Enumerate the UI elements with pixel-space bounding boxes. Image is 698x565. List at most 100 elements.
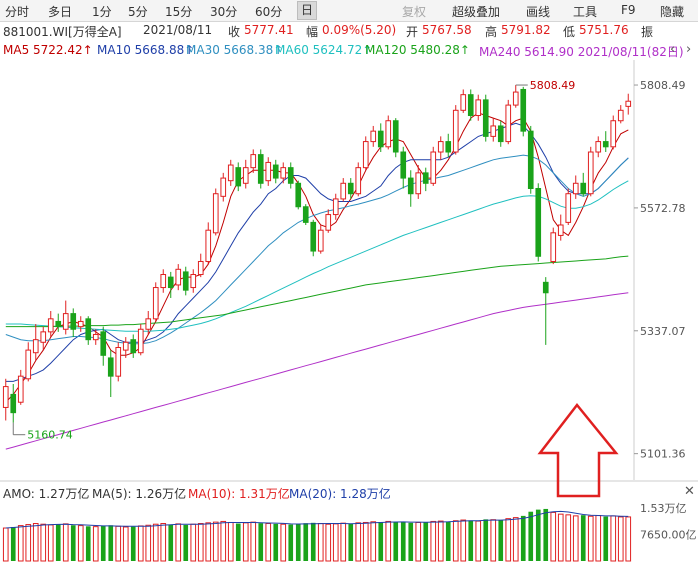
volume-bar bbox=[122, 526, 129, 562]
tab-timeshare[interactable]: 分时 bbox=[5, 5, 30, 19]
volume-bar bbox=[258, 523, 264, 561]
volume-bar bbox=[415, 521, 422, 562]
candle-body bbox=[625, 100, 632, 107]
adjust-button[interactable]: 复权 bbox=[402, 5, 427, 19]
volume-bar bbox=[437, 520, 444, 562]
tab-1min[interactable]: 1分 bbox=[92, 5, 112, 19]
candle-body bbox=[190, 274, 197, 289]
close-value: 5777.41 bbox=[244, 23, 294, 37]
tab-60min[interactable]: 60分 bbox=[255, 5, 283, 19]
volume-bar bbox=[332, 523, 339, 562]
volume-bar bbox=[520, 515, 526, 561]
tab-daily[interactable]: 日 bbox=[297, 1, 318, 20]
ma10-legend: MA10 5668.88↑ bbox=[97, 43, 195, 57]
candle-body bbox=[392, 120, 399, 153]
f9-button[interactable]: F9 bbox=[621, 3, 636, 17]
volume-bar bbox=[452, 520, 459, 562]
candle-body bbox=[197, 260, 204, 276]
candle-body bbox=[407, 177, 414, 195]
candle-body bbox=[220, 177, 227, 197]
volume-bar bbox=[385, 520, 392, 562]
ma30-legend: MA30 5668.38↑ bbox=[186, 43, 284, 57]
volume-axis: 1.53万亿 7650.00亿 bbox=[640, 502, 697, 542]
volume-bar bbox=[175, 523, 182, 562]
candle-body bbox=[280, 167, 287, 179]
candle-body bbox=[467, 94, 474, 117]
candle-body bbox=[535, 188, 542, 257]
volume-bar bbox=[325, 523, 332, 562]
ma10-line bbox=[5, 122, 629, 382]
candle-body bbox=[347, 182, 354, 195]
candle-body bbox=[265, 161, 272, 182]
tools-button[interactable]: 工具 bbox=[573, 5, 598, 19]
candle-body bbox=[32, 339, 39, 354]
volume-bar bbox=[168, 524, 174, 561]
volume-bar bbox=[603, 516, 609, 561]
volume-bar bbox=[197, 523, 204, 562]
hide-button[interactable]: 隐藏 bbox=[660, 5, 685, 19]
vol-ma10-label: MA(10): 1.31万亿 bbox=[188, 487, 290, 501]
ma120-line bbox=[5, 255, 629, 328]
candle-body bbox=[340, 182, 347, 200]
ma-legend-row: MA5 5722.42↑ MA10 5668.88↑ MA30 5668.38↑… bbox=[0, 43, 698, 59]
security-code: 881001.WI[万得全A] bbox=[3, 25, 122, 39]
candle-body bbox=[227, 164, 234, 182]
grid-lines bbox=[0, 60, 698, 482]
tab-15min[interactable]: 15分 bbox=[165, 5, 193, 19]
tab-multiday[interactable]: 多日 bbox=[48, 5, 73, 19]
candle-body bbox=[40, 331, 47, 343]
volume-bar bbox=[475, 520, 482, 562]
low-value: 5751.76 bbox=[579, 23, 629, 37]
candle-body bbox=[85, 318, 92, 341]
candle-body bbox=[595, 141, 602, 153]
candle-body bbox=[62, 313, 69, 330]
candle-body bbox=[25, 349, 32, 380]
volume-bar bbox=[483, 519, 489, 561]
open-value: 5767.58 bbox=[422, 23, 472, 37]
candle-body bbox=[445, 141, 452, 153]
volume-bar bbox=[250, 521, 257, 562]
candle-body bbox=[520, 88, 527, 132]
high-label: 高 bbox=[485, 25, 498, 39]
tab-30min[interactable]: 30分 bbox=[210, 5, 238, 19]
candle-body bbox=[130, 339, 137, 354]
volume-bar bbox=[587, 515, 594, 562]
candle-body bbox=[505, 104, 512, 143]
volume-bar bbox=[498, 520, 504, 561]
candle-body bbox=[610, 120, 617, 148]
vol-ma20-label: MA(20): 1.28万亿 bbox=[289, 487, 391, 501]
volume-bar bbox=[137, 525, 144, 562]
volume-bar bbox=[183, 524, 189, 561]
collapse-volume-icon[interactable]: ✕ bbox=[684, 484, 695, 499]
candle-body bbox=[92, 333, 99, 341]
candle-body bbox=[437, 141, 444, 153]
candle-body bbox=[332, 198, 339, 216]
candle-body bbox=[587, 151, 594, 195]
super-overlay-button[interactable]: 超级叠加 bbox=[452, 5, 501, 19]
volume-tick-label: 1.53万亿 bbox=[640, 502, 687, 515]
volume-bar bbox=[227, 521, 234, 562]
extreme-annotations: 5808.49 5160.74 bbox=[12, 79, 575, 442]
volume-bar bbox=[40, 523, 47, 562]
low-label: 5160.74 bbox=[27, 429, 73, 442]
volume-bar bbox=[145, 524, 152, 562]
volume-bar bbox=[280, 523, 287, 562]
volume-bar bbox=[423, 522, 429, 561]
volume-bar bbox=[610, 515, 617, 562]
volume-bar bbox=[550, 511, 557, 562]
price-axis: 5808.49 5572.78 5337.07 5101.36 bbox=[634, 79, 686, 461]
quote-row: 881001.WI[万得全A] 2021/08/11 收 5777.41 幅 0… bbox=[0, 23, 698, 39]
period-toolbar: 分时 多日 1分 5分 15分 30分 60分 日 复权 超级叠加 画线 工具 … bbox=[0, 0, 698, 22]
candle-body bbox=[17, 375, 24, 403]
volume-bar bbox=[557, 513, 564, 562]
tab-5min[interactable]: 5分 bbox=[128, 5, 148, 19]
volume-bar bbox=[160, 523, 167, 562]
candle-body bbox=[107, 357, 114, 377]
chevron-left-icon[interactable]: ‹ bbox=[670, 42, 676, 57]
draw-line-button[interactable]: 画线 bbox=[526, 5, 551, 19]
volume-bar bbox=[205, 522, 212, 562]
candle-body bbox=[167, 276, 174, 289]
chevron-right-icon[interactable]: › bbox=[686, 42, 692, 57]
volume-bar bbox=[445, 521, 451, 561]
